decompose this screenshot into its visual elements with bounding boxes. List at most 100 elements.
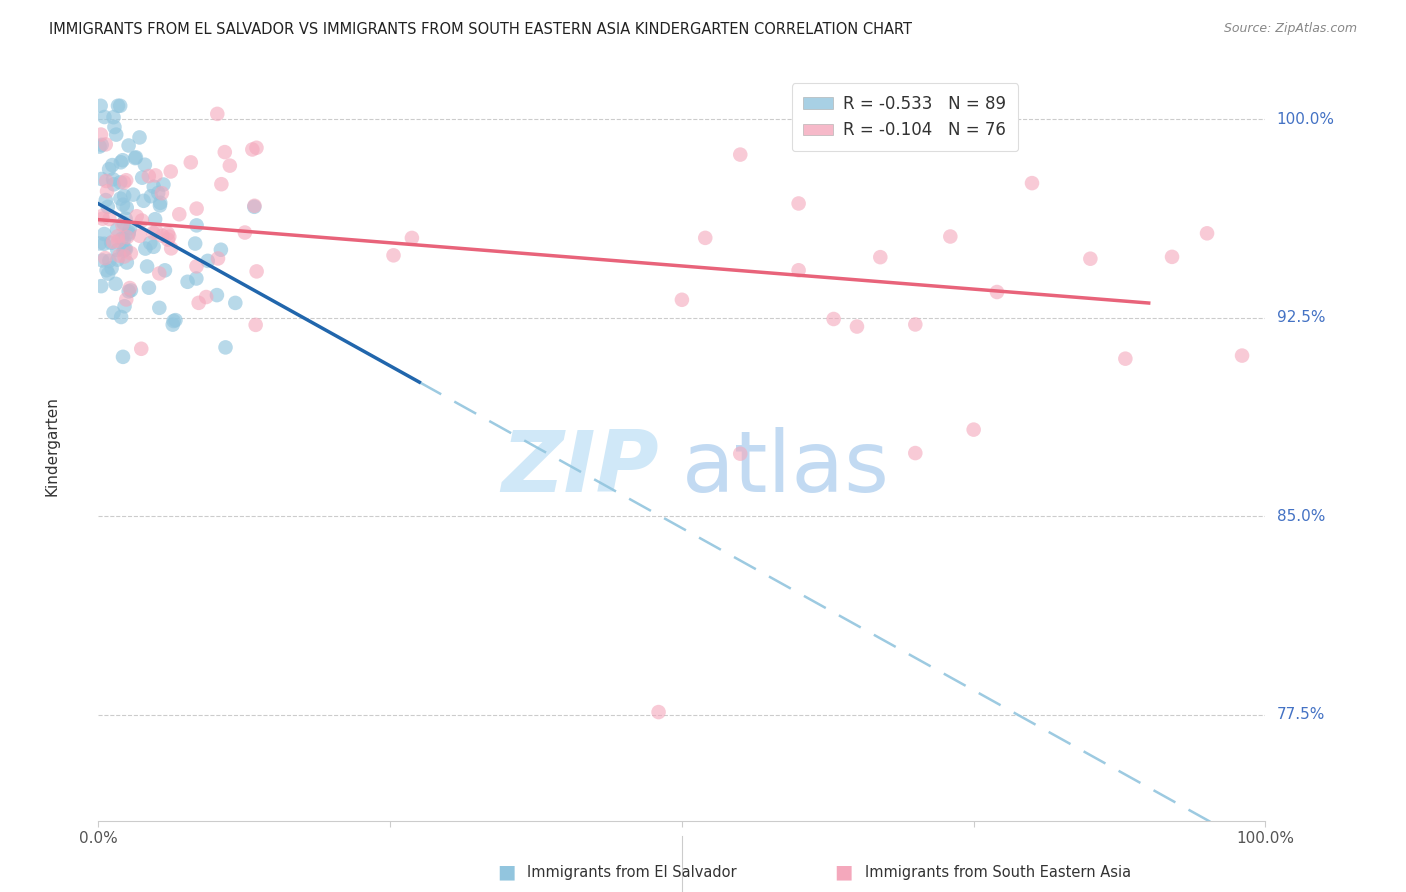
- Point: [89, 139, 111, 153]
- Point: [186, 271, 208, 285]
- Point: [142, 226, 165, 240]
- Point: [195, 290, 218, 304]
- Point: [142, 240, 165, 254]
- Point: [89, 236, 111, 251]
- Point: [163, 314, 186, 328]
- Point: [128, 228, 150, 243]
- Point: [112, 216, 135, 230]
- Point: [101, 235, 124, 249]
- Point: [108, 99, 131, 113]
- Point: [96, 184, 118, 198]
- Point: [233, 226, 256, 240]
- Point: [129, 342, 152, 356]
- Point: [246, 264, 269, 278]
- Legend: R = -0.533   N = 89, R = -0.104   N = 76: R = -0.533 N = 89, R = -0.104 N = 76: [792, 84, 1018, 151]
- Point: [97, 267, 120, 281]
- Point: [101, 172, 124, 186]
- Point: [107, 99, 129, 113]
- Point: [138, 169, 160, 183]
- Point: [128, 130, 150, 145]
- Point: [93, 110, 115, 124]
- Point: [112, 175, 135, 189]
- Point: [157, 229, 180, 244]
- Point: [136, 260, 159, 274]
- Point: [112, 233, 135, 247]
- Point: [986, 285, 1008, 299]
- Point: [105, 128, 128, 142]
- Point: [149, 198, 172, 212]
- Point: [148, 267, 170, 281]
- Text: 100.0%: 100.0%: [1277, 112, 1334, 127]
- Point: [214, 145, 236, 160]
- Point: [730, 447, 752, 461]
- Point: [101, 158, 124, 172]
- Point: [97, 200, 120, 214]
- Point: [90, 128, 112, 142]
- Point: [115, 255, 138, 269]
- Point: [186, 219, 208, 233]
- Point: [169, 207, 191, 221]
- Point: [93, 227, 115, 241]
- Point: [145, 224, 167, 238]
- Point: [90, 279, 112, 293]
- Point: [152, 178, 174, 192]
- Point: [115, 201, 138, 215]
- Point: [904, 446, 927, 460]
- Point: [94, 193, 117, 207]
- Point: [143, 212, 166, 227]
- Point: [98, 212, 121, 227]
- Point: [118, 285, 141, 299]
- Point: [156, 233, 179, 247]
- Point: [962, 423, 984, 437]
- Point: [112, 189, 135, 203]
- Point: [671, 293, 693, 307]
- Point: [214, 340, 236, 354]
- Point: [205, 288, 228, 302]
- Point: [156, 227, 179, 241]
- Point: [104, 277, 127, 291]
- Point: [131, 170, 153, 185]
- Point: [90, 137, 112, 152]
- Point: [117, 227, 139, 241]
- Point: [939, 229, 962, 244]
- Text: Kindergarten: Kindergarten: [44, 396, 59, 496]
- Text: Immigrants from South Eastern Asia: Immigrants from South Eastern Asia: [865, 865, 1130, 880]
- Point: [115, 242, 138, 256]
- Point: [103, 178, 125, 192]
- Point: [110, 310, 132, 324]
- Point: [184, 236, 207, 251]
- Point: [115, 230, 138, 244]
- Text: ZIP: ZIP: [501, 427, 658, 510]
- Point: [112, 244, 135, 258]
- Text: ■: ■: [496, 863, 516, 882]
- Point: [1161, 250, 1184, 264]
- Point: [245, 318, 267, 332]
- Point: [149, 195, 172, 210]
- Point: [90, 172, 112, 186]
- Point: [209, 177, 232, 191]
- Text: atlas: atlas: [682, 427, 890, 510]
- Point: [94, 137, 117, 152]
- Point: [382, 248, 405, 262]
- Point: [120, 246, 142, 260]
- Point: [148, 186, 170, 200]
- Point: [100, 235, 122, 250]
- Point: [160, 241, 183, 255]
- Point: [176, 275, 198, 289]
- Point: [695, 231, 717, 245]
- Point: [139, 189, 162, 203]
- Point: [94, 251, 117, 265]
- Point: [187, 296, 209, 310]
- Text: Source: ZipAtlas.com: Source: ZipAtlas.com: [1223, 22, 1357, 36]
- Point: [153, 263, 176, 277]
- Point: [150, 228, 173, 243]
- Point: [111, 218, 134, 232]
- Point: [218, 159, 240, 173]
- Point: [114, 299, 136, 313]
- Point: [138, 281, 160, 295]
- Point: [120, 284, 142, 298]
- Point: [207, 107, 229, 121]
- Point: [108, 249, 131, 263]
- Point: [91, 209, 114, 223]
- Text: IMMIGRANTS FROM EL SALVADOR VS IMMIGRANTS FROM SOUTH EASTERN ASIA KINDERGARTEN C: IMMIGRANTS FROM EL SALVADOR VS IMMIGRANT…: [49, 22, 912, 37]
